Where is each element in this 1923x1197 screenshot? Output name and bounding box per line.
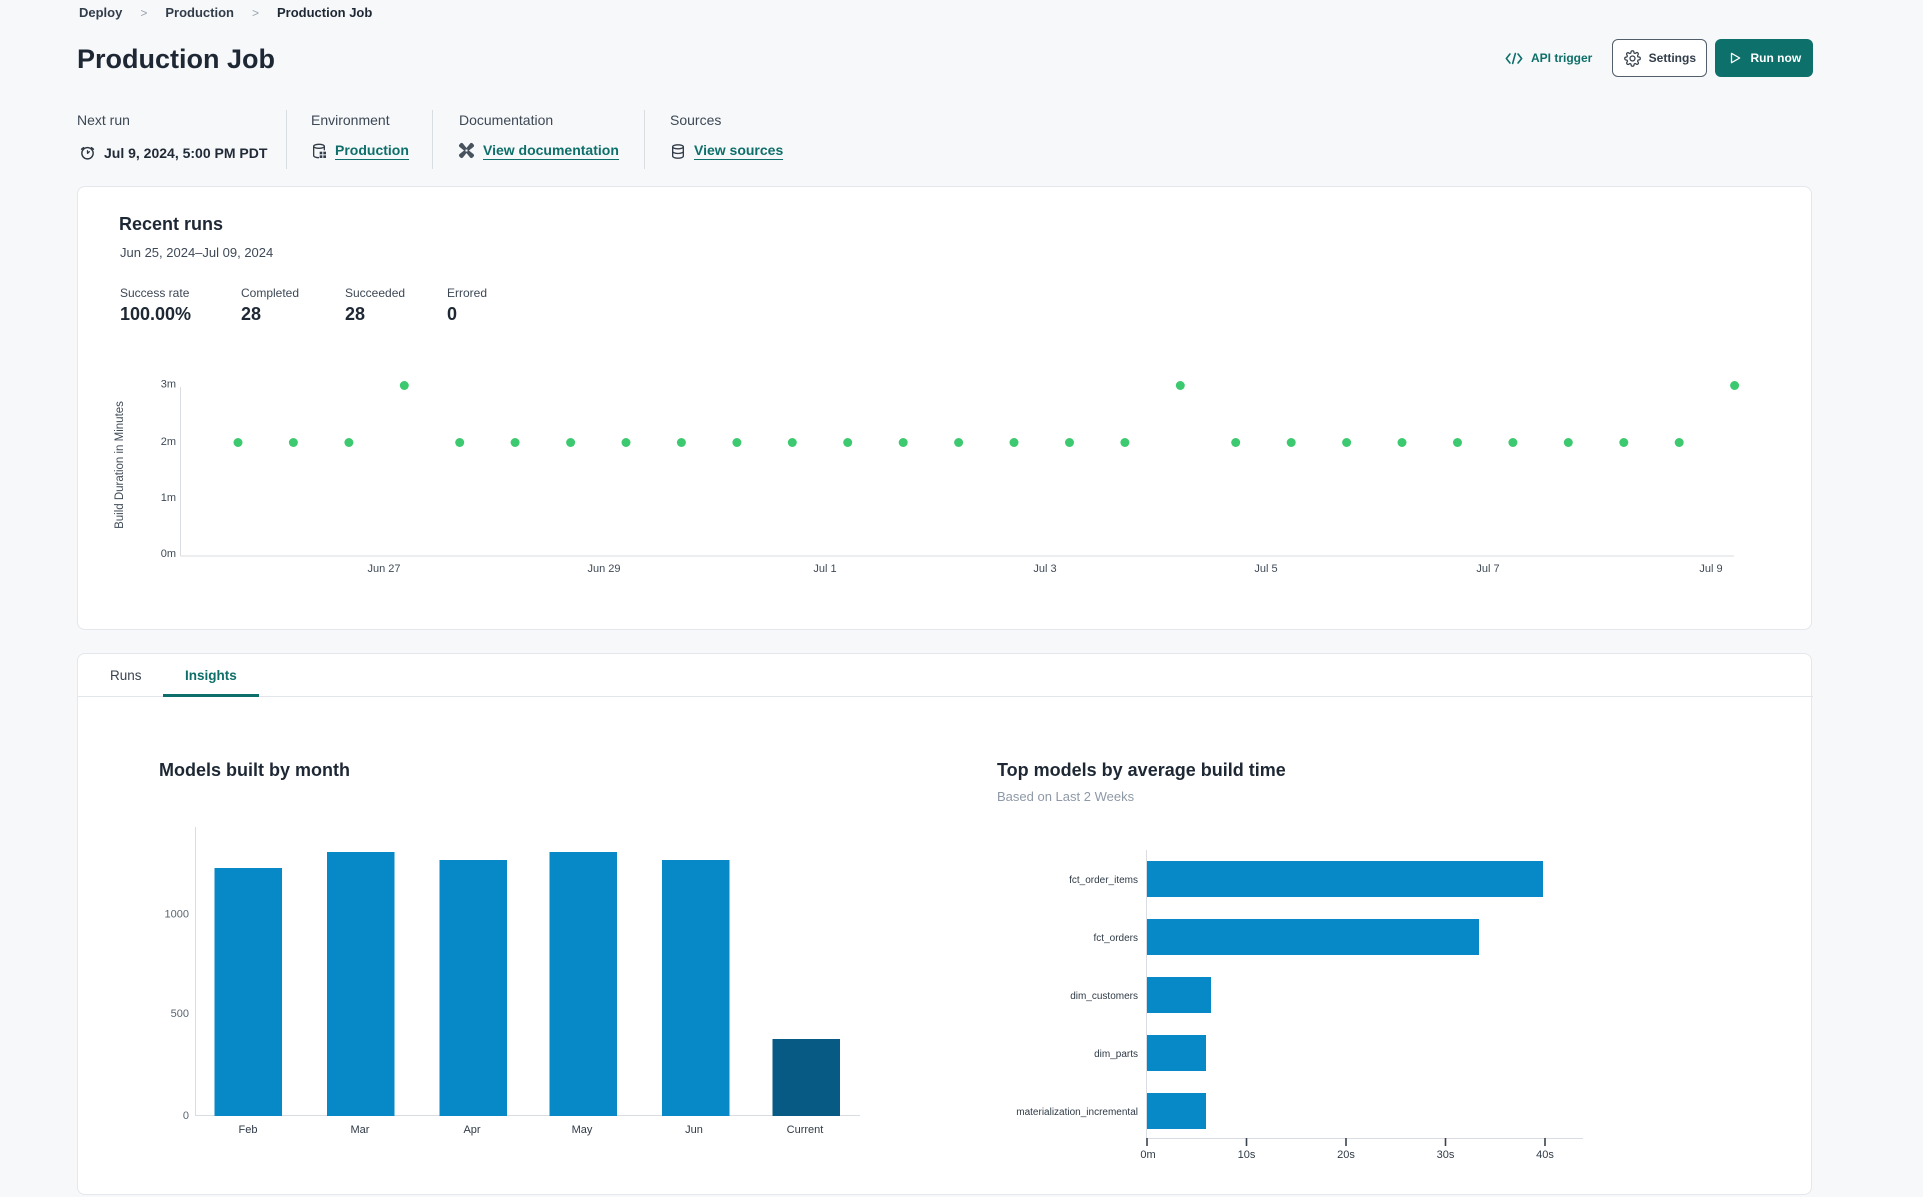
svg-text:Feb: Feb [239,1124,258,1136]
svg-text:fct_orders: fct_orders [1094,933,1138,944]
svg-text:dim_customers: dim_customers [1070,991,1138,1002]
svg-text:0m: 0m [1140,1149,1155,1161]
svg-text:0: 0 [183,1110,189,1122]
svg-text:May: May [572,1124,593,1136]
svg-text:3m: 3m [161,379,176,391]
svg-text:Jul 3: Jul 3 [1033,563,1056,575]
svg-text:Jul 5: Jul 5 [1254,563,1277,575]
svg-text:Jun 27: Jun 27 [367,563,400,575]
svg-text:dim_parts: dim_parts [1094,1049,1138,1060]
svg-text:Jul 7: Jul 7 [1476,563,1499,575]
svg-text:Jul 1: Jul 1 [813,563,836,575]
svg-text:20s: 20s [1337,1149,1355,1161]
svg-text:Jun: Jun [685,1124,703,1136]
svg-text:40s: 40s [1536,1149,1554,1161]
svg-text:2m: 2m [161,436,176,448]
svg-text:1m: 1m [161,492,176,504]
svg-text:0m: 0m [161,548,176,560]
svg-text:30s: 30s [1437,1149,1455,1161]
svg-text:Mar: Mar [351,1124,370,1136]
svg-text:1000: 1000 [165,909,189,921]
svg-text:Apr: Apr [463,1124,480,1136]
svg-text:Jul 9: Jul 9 [1699,563,1722,575]
svg-text:10s: 10s [1238,1149,1256,1161]
svg-text:fct_order_items: fct_order_items [1069,875,1138,886]
svg-text:500: 500 [171,1008,189,1020]
svg-text:Jun 29: Jun 29 [587,563,620,575]
svg-text:Current: Current [787,1124,824,1136]
svg-text:Build Duration in Minutes: Build Duration in Minutes [114,401,126,529]
svg-text:materialization_incremental: materialization_incremental [1016,1107,1138,1118]
